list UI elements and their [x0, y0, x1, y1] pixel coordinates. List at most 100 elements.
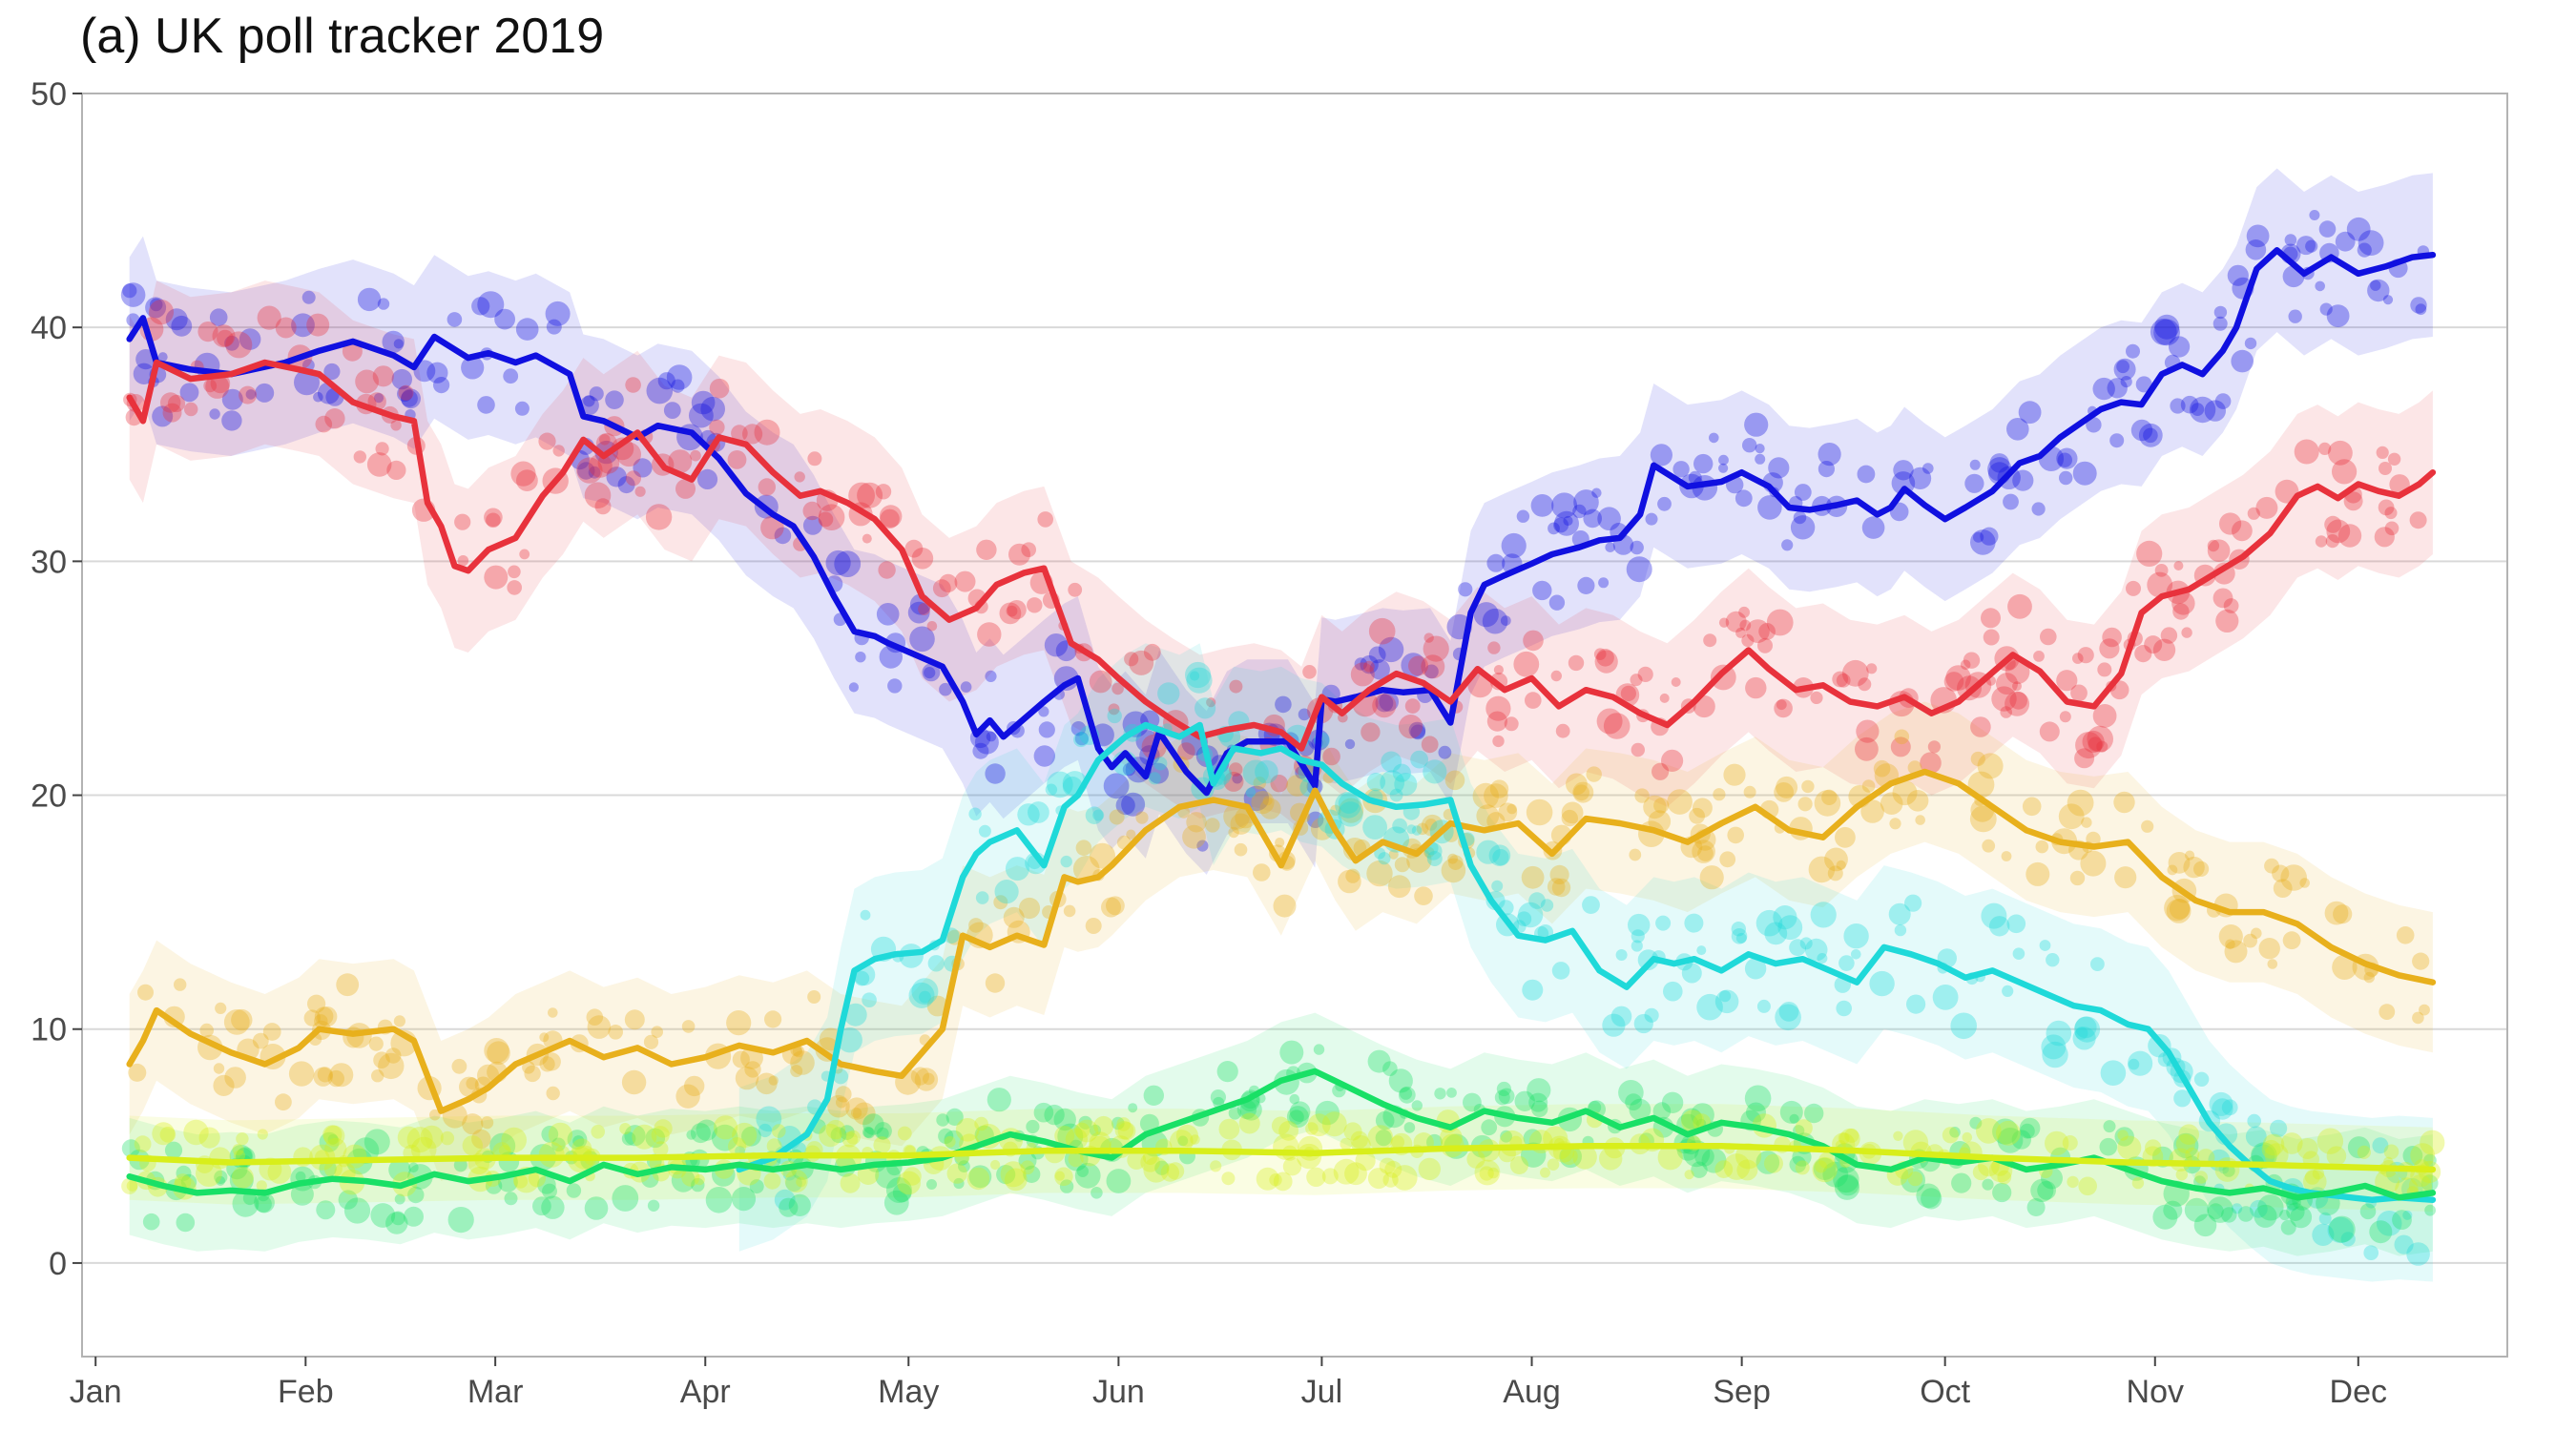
poll-point: [406, 1127, 433, 1153]
poll-point: [1384, 1160, 1402, 1178]
poll-point: [451, 1058, 467, 1074]
poll-point: [1634, 788, 1650, 803]
poll-point: [229, 1168, 254, 1192]
poll-point: [939, 682, 952, 696]
poll-point: [1904, 894, 1922, 912]
poll-point: [1714, 1160, 1734, 1178]
poll-point: [225, 331, 253, 359]
poll-point: [875, 484, 892, 500]
poll-point: [625, 377, 641, 393]
poll-point: [1599, 1147, 1623, 1171]
poll-point: [2327, 1216, 2354, 1244]
poll-point: [1380, 770, 1405, 796]
poll-point: [209, 408, 220, 420]
poll-point: [1424, 664, 1439, 679]
poll-point: [2143, 427, 2158, 444]
poll-point: [1927, 740, 1941, 754]
poll-point: [542, 1052, 561, 1071]
poll-point: [373, 1051, 390, 1068]
poll-point: [1440, 1126, 1463, 1150]
poll-point: [1003, 906, 1025, 928]
poll-point: [1485, 695, 1511, 721]
poll-point: [772, 1124, 786, 1138]
x-tick-label: Nov: [2127, 1374, 2184, 1410]
poll-point: [2218, 924, 2243, 949]
poll-point: [2167, 864, 2178, 876]
poll-point: [1982, 839, 1996, 853]
poll-point: [2019, 1117, 2041, 1139]
poll-point: [2214, 393, 2232, 409]
poll-point: [671, 379, 685, 393]
poll-point: [1572, 781, 1594, 803]
poll-point: [393, 1015, 405, 1027]
poll-point: [1596, 649, 1614, 667]
poll-point: [1527, 1078, 1551, 1103]
poll-point: [2147, 571, 2173, 598]
series-5-line: [126, 1143, 2437, 1173]
poll-point: [1216, 1061, 1238, 1083]
poll-point: [1778, 1002, 1799, 1022]
poll-point: [875, 1163, 901, 1189]
poll-point: [1078, 1115, 1092, 1130]
poll-point: [245, 389, 257, 400]
poll-point: [1997, 1128, 2024, 1153]
poll-point: [2299, 878, 2310, 888]
poll-point: [1836, 860, 1846, 871]
poll-point: [1404, 698, 1421, 714]
poll-point: [1350, 662, 1375, 687]
poll-point: [2262, 1133, 2285, 1156]
poll-point: [818, 511, 834, 528]
poll-point: [1278, 1120, 1298, 1141]
poll-point: [691, 390, 716, 415]
poll-point: [2042, 1041, 2068, 1068]
poll-point: [1354, 657, 1368, 671]
x-tick-label: Jan: [70, 1374, 122, 1410]
poll-point: [377, 298, 390, 310]
poll-point: [513, 1174, 529, 1189]
poll-point: [2183, 856, 2205, 879]
poll-point: [1522, 979, 1544, 1001]
poll-point: [2384, 521, 2399, 536]
poll-point: [668, 449, 693, 474]
poll-point: [2152, 1204, 2178, 1230]
poll-point: [1790, 515, 1816, 540]
poll-point: [1018, 897, 1041, 920]
poll-point: [571, 1138, 592, 1159]
poll-point: [1345, 868, 1361, 883]
poll-point: [1186, 667, 1213, 694]
poll-point: [1340, 1137, 1353, 1151]
poll-point: [2170, 398, 2186, 414]
poll-point: [2213, 305, 2228, 320]
poll-point: [1593, 648, 1607, 660]
poll-point: [1889, 818, 1901, 830]
poll-point: [1182, 824, 1206, 849]
poll-point: [1989, 453, 2009, 473]
poll-point: [2245, 1126, 2267, 1148]
poll-point: [911, 978, 939, 1006]
poll-point: [401, 388, 421, 409]
poll-point: [1414, 886, 1433, 905]
poll-point: [306, 313, 330, 337]
poll-point: [2172, 603, 2190, 620]
poll-point: [471, 297, 490, 316]
poll-point: [440, 1130, 455, 1146]
poll-point: [764, 1010, 782, 1028]
poll-point: [1812, 1156, 1838, 1183]
y-tick-label: 40: [31, 310, 67, 346]
poll-point: [1085, 806, 1104, 824]
poll-point: [1335, 791, 1361, 819]
poll-point: [1719, 851, 1736, 868]
poll-point: [1298, 1135, 1323, 1161]
poll-point: [1027, 597, 1043, 613]
poll-point: [922, 663, 941, 682]
poll-point: [2126, 343, 2140, 359]
poll-point: [179, 383, 199, 403]
poll-point: [1482, 608, 1508, 634]
poll-point: [1949, 1127, 1961, 1138]
poll-point: [1421, 654, 1445, 679]
poll-point: [1661, 749, 1684, 773]
poll-point: [647, 1199, 660, 1213]
poll-point: [1970, 751, 1985, 767]
poll-point: [1108, 703, 1120, 716]
poll-point: [616, 442, 641, 467]
